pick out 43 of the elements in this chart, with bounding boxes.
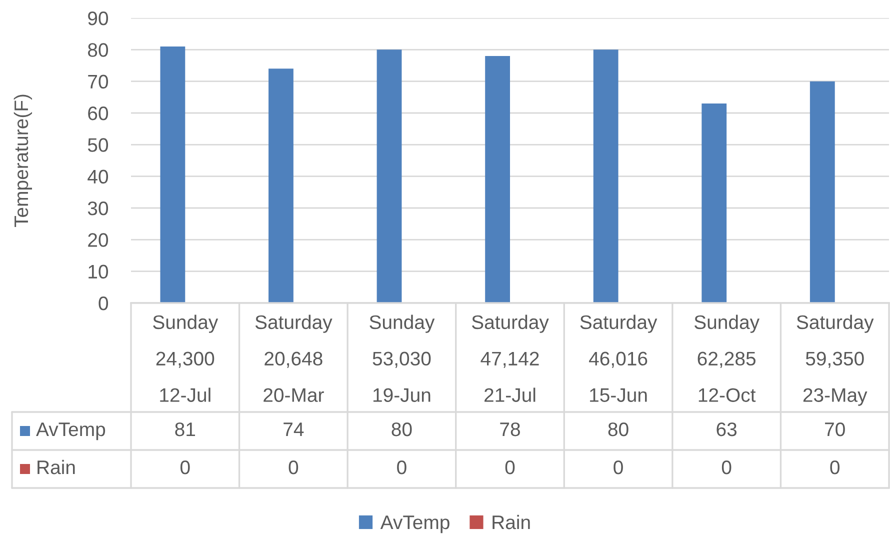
x-tick-label: Saturday 47,142 21-Jul (472, 314, 549, 402)
data-label: 74 (284, 422, 304, 436)
x-tick-label: Saturday 20,648 20-Mar (255, 314, 332, 402)
data-label: 63 (716, 422, 737, 436)
x-tick-label: Saturday 46,016 15-Jun (580, 314, 658, 402)
bar (268, 68, 294, 303)
y-tick-label: 50 (88, 138, 108, 152)
bar (376, 50, 402, 303)
legend-label: Rain (38, 460, 75, 474)
y-axis-title: Temperature(F) (14, 94, 32, 228)
bar (702, 104, 727, 303)
y-tick-label: 70 (88, 74, 108, 89)
x-tick-label: Saturday 59,350 23-May (796, 314, 874, 406)
data-label: 80 (392, 422, 412, 436)
y-tick-label: 30 (88, 201, 108, 216)
bar (485, 56, 510, 303)
data-label: 78 (500, 422, 520, 436)
bar (160, 46, 186, 303)
data-label: 70 (825, 422, 845, 436)
x-tick-label: Sunday 24,300 12-Jul (153, 314, 218, 402)
data-label: 81 (175, 422, 196, 436)
y-tick-label: 40 (88, 170, 108, 184)
x-tick-label: Sunday 62,285 12-Oct (694, 314, 760, 402)
legend-label: AvTemp (36, 422, 106, 440)
y-tick-label: 80 (88, 43, 108, 57)
data-label: 0 (180, 460, 190, 474)
y-tick-label: 10 (88, 264, 108, 279)
x-tick-label: Sunday 53,030 19-Jun (370, 314, 435, 402)
y-tick-label: 60 (88, 106, 108, 120)
data-label: 0 (614, 460, 623, 474)
bar (593, 50, 618, 303)
data-label: 0 (722, 460, 732, 474)
data-label: 0 (288, 460, 298, 474)
data-label: 80 (608, 422, 628, 436)
text: Rain (492, 514, 530, 530)
y-tick-label: 0 (98, 296, 108, 310)
data-label: 0 (397, 460, 406, 474)
data-label: 0 (830, 460, 840, 474)
bar (810, 81, 835, 303)
y-tick-label: 90 (88, 11, 108, 26)
y-tick-label: 20 (88, 233, 108, 247)
data-label: 0 (505, 460, 515, 474)
text: AvTemp (380, 516, 450, 534)
